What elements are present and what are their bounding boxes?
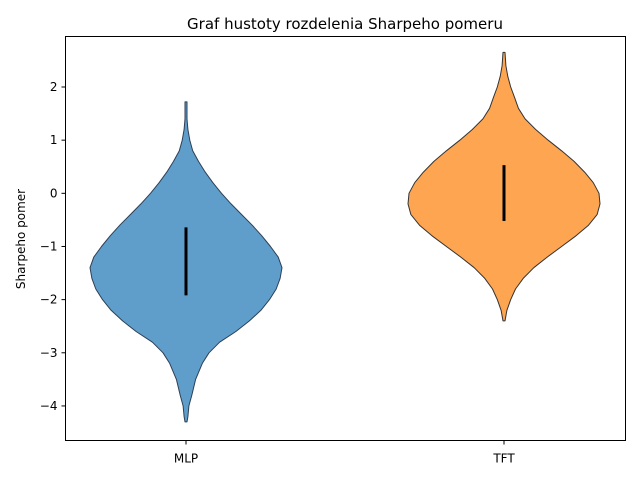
chart-title: Graf hustoty rozdelenia Sharpeho pomeru — [187, 15, 503, 33]
y-axis: 2 1 0 −1 −2 −3 −4 — [40, 80, 66, 413]
x-tick-label-mlp: MLP — [174, 452, 198, 466]
violins-layer — [89, 51, 601, 423]
y-tick-label: −4 — [40, 399, 58, 413]
x-axis: MLP TFT — [174, 440, 515, 466]
y-tick-label: 2 — [50, 80, 58, 94]
y-axis-label: Sharpeho pomer — [14, 189, 28, 289]
y-tick-label: −3 — [40, 346, 58, 360]
y-tick-label: 1 — [50, 133, 58, 147]
y-tick-label: −2 — [40, 293, 58, 307]
x-tick-label-tft: TFT — [492, 452, 515, 466]
plot-frame — [65, 36, 626, 441]
y-tick-label: −1 — [40, 239, 58, 253]
y-tick-label: 0 — [50, 186, 58, 200]
